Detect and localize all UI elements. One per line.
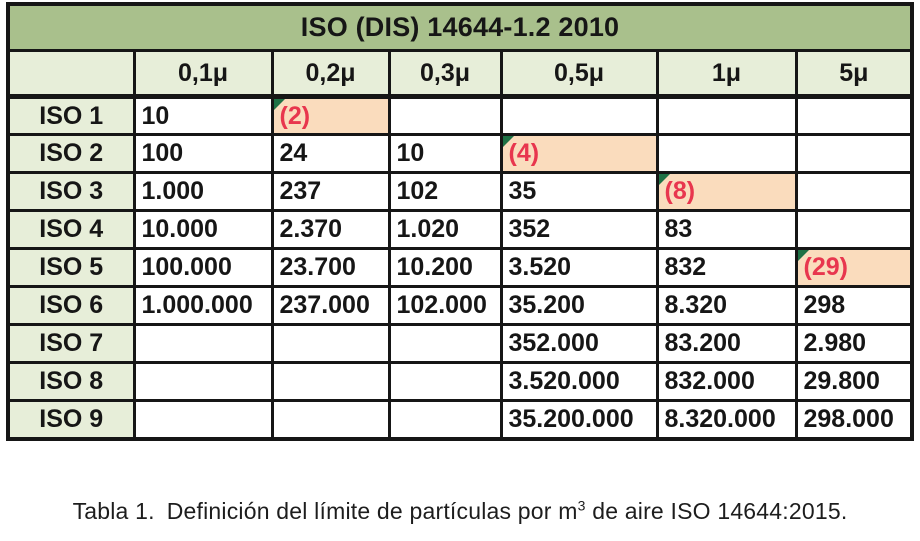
limit-value-cell: 298 [794, 285, 914, 326]
limit-value-cell: 100 [132, 133, 274, 174]
caption-text: Definición del límite de partículas por … [166, 498, 578, 524]
limit-value-cell: 2.980 [794, 323, 914, 364]
table-row: ISO 2 100 24 10 (4) [6, 133, 914, 174]
caption-superscript: 3 [577, 497, 586, 514]
limit-value-cell: 1.000 [132, 171, 274, 212]
table-row: ISO 6 1.000.000 237.000 102.000 35.200 8.320 2… [6, 285, 914, 326]
limit-value-cell [132, 323, 274, 364]
table-row: ISO 3 1.000 237 102 35 (8) [6, 171, 914, 212]
limit-value-cell: 35 [499, 171, 659, 212]
comment-marker-icon [275, 99, 285, 110]
limit-value-cell: 83 [655, 209, 798, 250]
limit-value-cell: 1.020 [387, 209, 503, 250]
limit-value-cell: 3.520.000 [499, 361, 659, 402]
limit-value-cell: 100.000 [132, 247, 274, 288]
limit-value-cell: 8.320.000 [655, 399, 798, 440]
row-label: ISO 8 [6, 361, 136, 402]
limit-value-cell: 24 [270, 133, 391, 174]
column-header: 0,1μ [132, 49, 274, 99]
limit-value-cell [499, 95, 659, 136]
limit-value-cell: 10 [387, 133, 503, 174]
row-label: ISO 5 [6, 247, 136, 288]
limit-value-cell: 10 [132, 95, 274, 136]
limit-value-cell: 23.700 [270, 247, 391, 288]
limit-value-cell [794, 209, 914, 250]
highlighted-limit-cell: (4) [499, 133, 659, 174]
table-body: ISO 1 10 (2) ISO 2 100 24 10 (4) ISO 3 1.000 237 10… [6, 95, 914, 440]
row-label: ISO 7 [6, 323, 136, 364]
limit-value-cell [794, 171, 914, 212]
highlighted-limit-cell: (29) [794, 247, 914, 288]
row-label: ISO 1 [6, 95, 136, 136]
limit-value-cell [655, 133, 798, 174]
limit-value-cell [655, 95, 798, 136]
limit-value-cell [387, 399, 503, 440]
limit-value-cell: 3.520 [499, 247, 659, 288]
limit-value-cell: 83.200 [655, 323, 798, 364]
limit-value-cell [132, 399, 274, 440]
limit-value-cell: 832 [655, 247, 798, 288]
row-label: ISO 4 [6, 209, 136, 250]
table-row: ISO 7 352.000 83.200 2.980 [6, 323, 914, 364]
column-header-row: 0,1μ 0,2μ 0,3μ 0,5μ 1μ 5μ [6, 49, 914, 99]
comment-marker-icon [799, 251, 809, 261]
table-row: ISO 9 35.200.000 8.320.000 298.000 [6, 399, 914, 440]
iso-class-limits-table: ISO (DIS) 14644-1.2 2010 0,1μ 0,2μ 0,3μ 0,5… [6, 2, 915, 441]
row-label: ISO 9 [6, 399, 136, 440]
comment-marker-icon [504, 137, 514, 147]
limit-value-cell: 10.200 [387, 247, 503, 288]
row-label: ISO 6 [6, 285, 136, 326]
column-header: 0,2μ [270, 49, 391, 99]
limit-value-cell [387, 323, 503, 364]
limit-value-cell: 1.000.000 [132, 285, 274, 326]
table-row: ISO 8 3.520.000 832.000 29.800 [6, 361, 914, 402]
limit-value-cell: 35.200.000 [499, 399, 659, 440]
table-row: ISO 1 10 (2) [6, 95, 914, 136]
limit-value-cell: 35.200 [499, 285, 659, 326]
limit-value-cell: 237 [270, 171, 391, 212]
limit-value-cell [387, 95, 503, 136]
limit-value-cell: 102.000 [387, 285, 503, 326]
limit-value-cell [387, 361, 503, 402]
caption-label: Tabla 1. [72, 498, 155, 524]
caption-text-end: de aire ISO 14644:2015. [585, 498, 848, 524]
limit-value-cell: 832.000 [655, 361, 798, 402]
table-caption: Tabla 1. Definición del límite de partícu… [0, 498, 920, 525]
limit-value-cell [132, 361, 274, 402]
limit-value-cell: 352.000 [499, 323, 659, 364]
limit-value-cell: 352 [499, 209, 659, 250]
corner-cell [6, 49, 136, 99]
table-title-row: ISO (DIS) 14644-1.2 2010 [6, 2, 914, 52]
limit-value-cell: 2.370 [270, 209, 391, 250]
row-label: ISO 3 [6, 171, 136, 212]
column-header: 0,3μ [387, 49, 503, 99]
row-label: ISO 2 [6, 133, 136, 174]
highlighted-limit-cell: (8) [655, 171, 798, 212]
column-header: 0,5μ [499, 49, 659, 99]
limit-value-cell: 298.000 [794, 399, 914, 440]
limit-value-cell: 237.000 [270, 285, 391, 326]
highlighted-limit-cell: (2) [270, 95, 391, 136]
column-header: 1μ [655, 49, 798, 99]
table-row: ISO 4 10.000 2.370 1.020 352 83 [6, 209, 914, 250]
limit-value-cell [270, 399, 391, 440]
table-title: ISO (DIS) 14644-1.2 2010 [6, 2, 914, 52]
limit-value-cell [270, 323, 391, 364]
limit-value-cell: 102 [387, 171, 503, 212]
limit-value-cell: 10.000 [132, 209, 274, 250]
limit-value-cell: 8.320 [655, 285, 798, 326]
comment-marker-icon [660, 175, 670, 185]
table-row: ISO 5 100.000 23.700 10.200 3.520 832 (29) [6, 247, 914, 288]
limit-value-cell [794, 95, 914, 136]
limit-value-cell [794, 133, 914, 174]
limit-value-cell [270, 361, 391, 402]
limit-value-cell: 29.800 [794, 361, 914, 402]
column-header: 5μ [794, 49, 914, 99]
